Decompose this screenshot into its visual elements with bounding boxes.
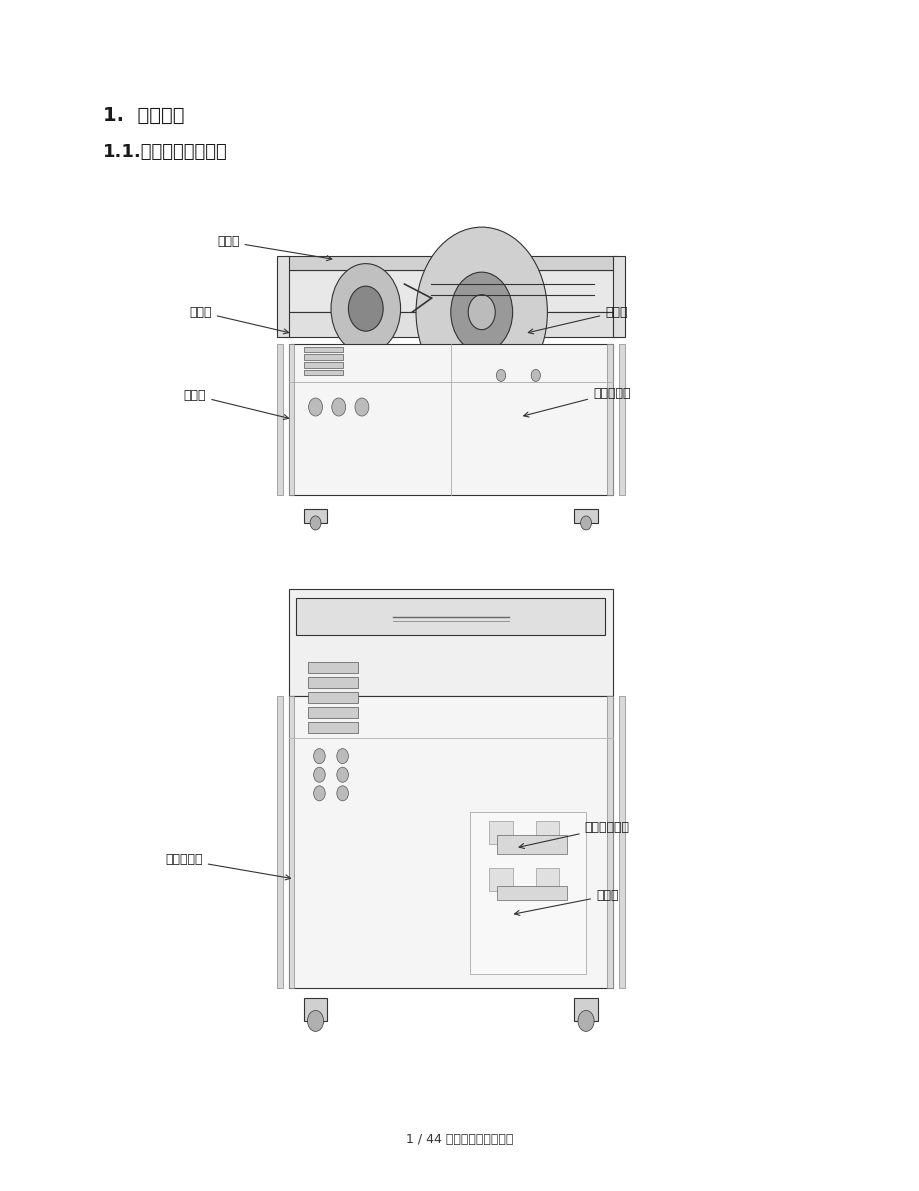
Text: 1.1.仪器主要组成单元: 1.1.仪器主要组成单元 bbox=[103, 143, 228, 161]
Bar bbox=[308, 692, 357, 703]
Circle shape bbox=[310, 516, 321, 530]
Bar bbox=[489, 867, 512, 891]
Circle shape bbox=[415, 227, 547, 398]
Bar bbox=[284, 312, 617, 337]
Bar bbox=[303, 362, 342, 368]
Text: 1.  产品概述: 1. 产品概述 bbox=[103, 106, 185, 125]
Bar bbox=[489, 822, 512, 844]
Text: 注射泵: 注射泵 bbox=[514, 890, 618, 916]
Bar bbox=[296, 598, 605, 636]
Bar bbox=[303, 998, 327, 1021]
Text: 加样臂: 加样臂 bbox=[528, 306, 627, 333]
Text: 清洗臂: 清洗臂 bbox=[189, 306, 289, 333]
Circle shape bbox=[496, 369, 505, 381]
Circle shape bbox=[336, 767, 348, 782]
Text: 搅拌臂: 搅拌臂 bbox=[217, 236, 332, 261]
Text: 电磁阀组单元: 电磁阀组单元 bbox=[518, 822, 629, 848]
Bar bbox=[303, 509, 327, 523]
Circle shape bbox=[332, 398, 346, 416]
Bar bbox=[573, 509, 597, 523]
Bar bbox=[289, 696, 294, 989]
Bar bbox=[496, 886, 566, 900]
Bar bbox=[303, 355, 342, 360]
Bar bbox=[284, 270, 617, 312]
Bar bbox=[277, 344, 282, 495]
Bar bbox=[277, 696, 282, 989]
Bar bbox=[303, 347, 342, 353]
Circle shape bbox=[313, 767, 325, 782]
Bar bbox=[607, 696, 612, 989]
Circle shape bbox=[336, 749, 348, 763]
Bar bbox=[277, 256, 289, 337]
Bar bbox=[308, 707, 357, 718]
Circle shape bbox=[468, 294, 494, 330]
Bar bbox=[289, 588, 612, 696]
Circle shape bbox=[530, 369, 539, 381]
Bar bbox=[573, 998, 597, 1021]
Text: 1 / 44 文档可自由编辑打印: 1 / 44 文档可自由编辑打印 bbox=[406, 1133, 513, 1146]
Circle shape bbox=[577, 1010, 594, 1031]
Circle shape bbox=[355, 398, 369, 416]
Bar bbox=[289, 344, 294, 495]
Circle shape bbox=[331, 263, 400, 354]
Bar bbox=[618, 696, 624, 989]
Bar bbox=[308, 678, 357, 688]
Bar bbox=[289, 696, 612, 989]
Text: 反应盘: 反应盘 bbox=[184, 389, 289, 419]
Bar bbox=[284, 256, 617, 270]
Bar bbox=[618, 344, 624, 495]
Circle shape bbox=[313, 786, 325, 800]
Circle shape bbox=[348, 286, 383, 331]
Bar bbox=[289, 344, 612, 495]
Circle shape bbox=[450, 273, 512, 353]
Bar bbox=[303, 369, 342, 375]
Bar bbox=[612, 256, 624, 337]
Bar bbox=[470, 812, 585, 974]
Bar bbox=[308, 722, 357, 732]
Bar bbox=[496, 835, 566, 854]
Text: 试剂样品盘: 试剂样品盘 bbox=[523, 387, 630, 417]
Circle shape bbox=[336, 786, 348, 800]
Circle shape bbox=[580, 516, 591, 530]
Bar bbox=[607, 344, 612, 495]
Circle shape bbox=[313, 749, 325, 763]
Bar bbox=[535, 822, 559, 844]
Circle shape bbox=[307, 1010, 323, 1031]
Circle shape bbox=[308, 398, 323, 416]
Text: 供水泵单元: 供水泵单元 bbox=[165, 854, 290, 880]
Bar bbox=[308, 662, 357, 673]
Bar bbox=[535, 867, 559, 891]
